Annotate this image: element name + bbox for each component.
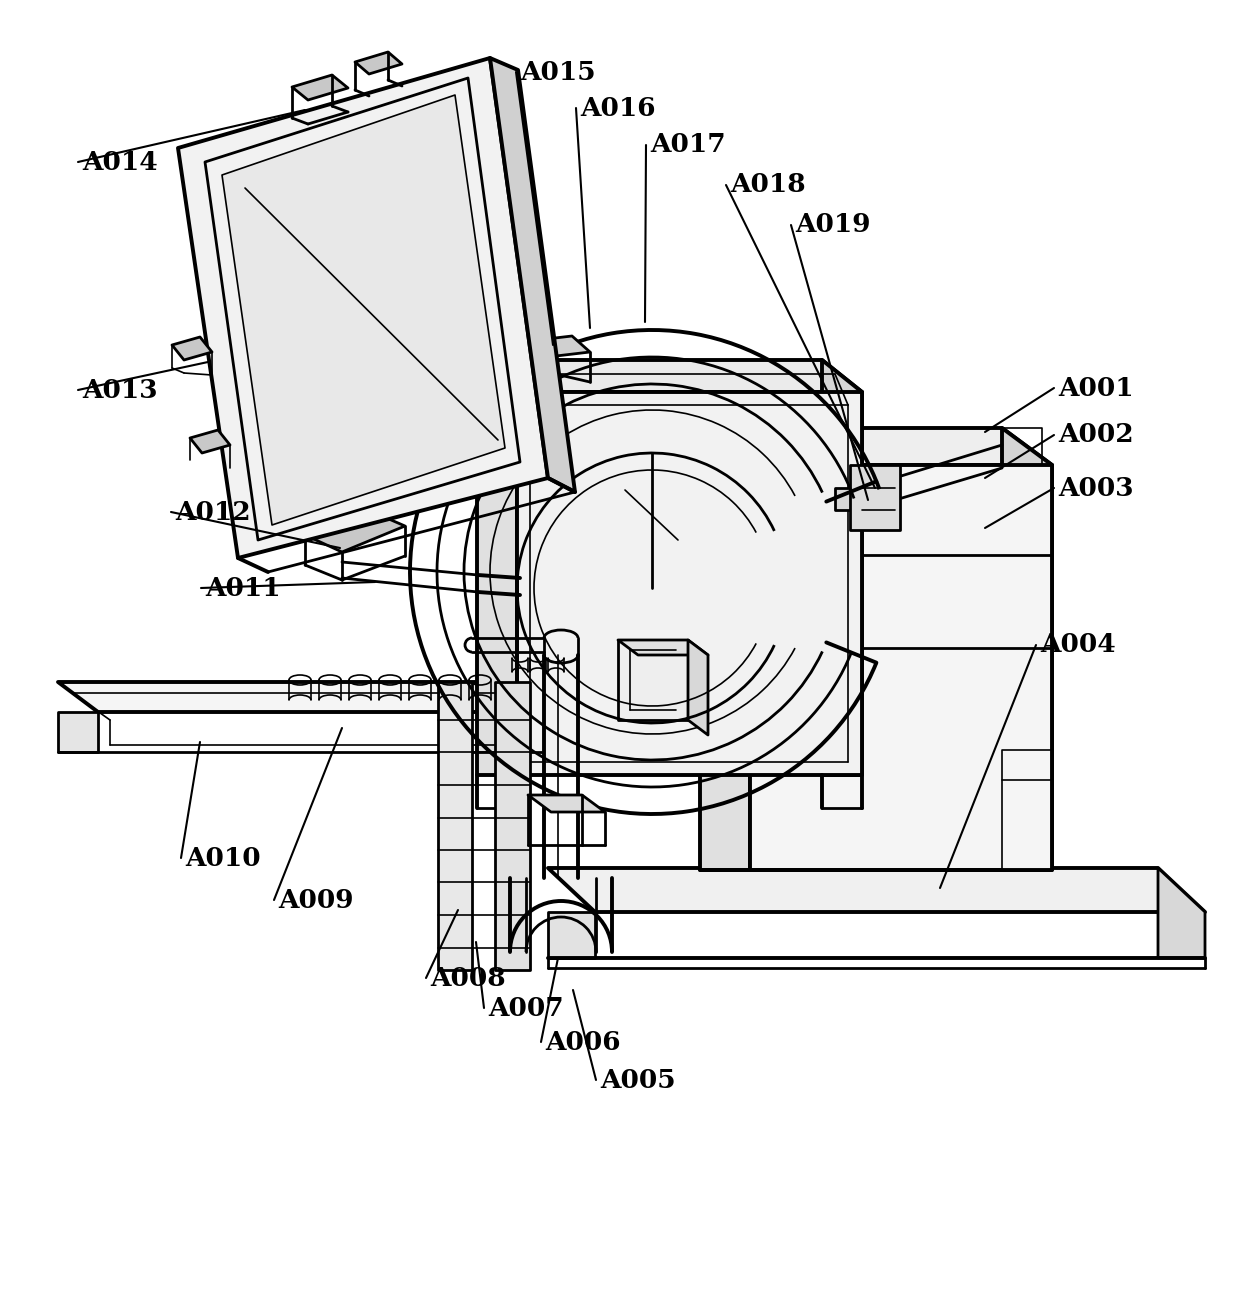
Polygon shape — [490, 58, 575, 492]
Text: A014: A014 — [82, 149, 157, 175]
Text: A015: A015 — [520, 60, 595, 84]
Text: A019: A019 — [795, 213, 870, 237]
Polygon shape — [618, 639, 688, 720]
Polygon shape — [222, 95, 505, 525]
Polygon shape — [172, 337, 212, 361]
Polygon shape — [538, 336, 590, 355]
Polygon shape — [438, 682, 472, 970]
Text: A008: A008 — [430, 965, 506, 991]
Polygon shape — [835, 488, 862, 510]
Text: A016: A016 — [580, 96, 656, 121]
Text: A013: A013 — [82, 377, 157, 402]
Text: A010: A010 — [185, 846, 260, 870]
Text: A007: A007 — [489, 996, 564, 1021]
Polygon shape — [688, 639, 708, 735]
Polygon shape — [355, 52, 402, 74]
Text: A018: A018 — [730, 173, 806, 197]
Polygon shape — [849, 466, 900, 530]
Text: A003: A003 — [1058, 476, 1133, 501]
Polygon shape — [822, 361, 862, 776]
Text: A017: A017 — [650, 132, 725, 157]
Polygon shape — [58, 712, 98, 752]
Text: A009: A009 — [278, 887, 353, 913]
Polygon shape — [548, 912, 595, 958]
Polygon shape — [477, 361, 862, 392]
Polygon shape — [495, 682, 529, 970]
Polygon shape — [1002, 428, 1052, 870]
Text: A004: A004 — [1040, 633, 1116, 658]
Text: A001: A001 — [1058, 376, 1133, 401]
Polygon shape — [502, 682, 542, 752]
Polygon shape — [291, 75, 348, 100]
Polygon shape — [305, 510, 405, 553]
Polygon shape — [701, 428, 1052, 466]
Polygon shape — [528, 795, 605, 812]
Text: A006: A006 — [546, 1030, 620, 1054]
Text: A011: A011 — [205, 576, 280, 601]
Polygon shape — [701, 428, 750, 870]
Polygon shape — [750, 466, 1052, 870]
Polygon shape — [548, 868, 1205, 912]
Text: A012: A012 — [175, 499, 250, 524]
Text: A002: A002 — [1058, 423, 1133, 447]
Polygon shape — [179, 58, 548, 558]
Polygon shape — [58, 682, 542, 712]
Text: A005: A005 — [600, 1067, 676, 1092]
Polygon shape — [190, 431, 229, 453]
Polygon shape — [517, 392, 862, 776]
Polygon shape — [477, 361, 517, 776]
Polygon shape — [618, 639, 708, 655]
Polygon shape — [1158, 868, 1205, 958]
